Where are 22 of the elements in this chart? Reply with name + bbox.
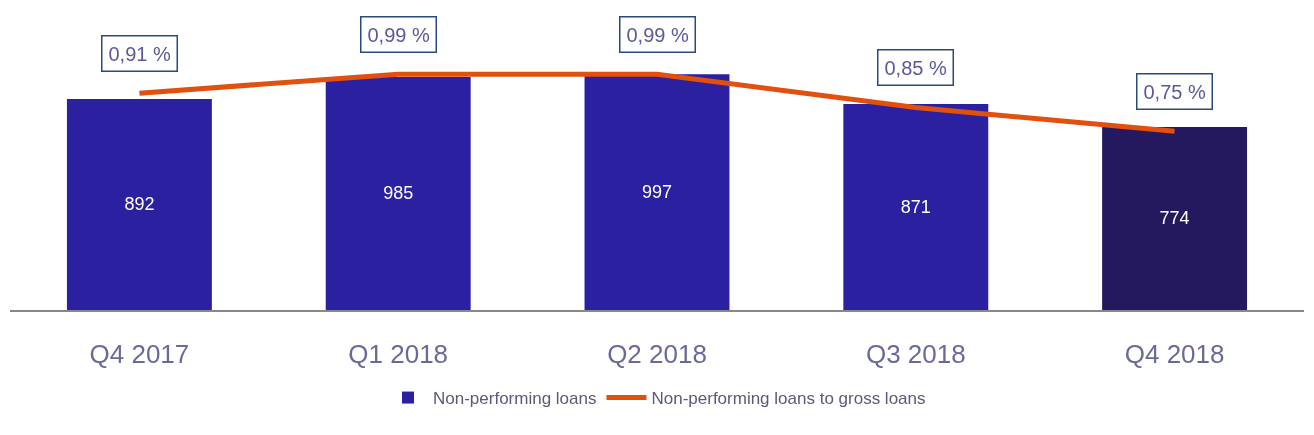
x-tick-label: Q4 2018	[1124, 338, 1225, 369]
data-label: 0,75 %	[1143, 80, 1206, 103]
bar	[325, 76, 471, 310]
data-label: 892	[124, 194, 155, 215]
data-label: 985	[383, 183, 414, 204]
bar	[1102, 126, 1248, 310]
legend-label: Non-performing loans	[433, 389, 597, 409]
x-tick-label: Q1 2018	[348, 338, 449, 369]
data-label: 0,99 %	[626, 23, 689, 46]
data-label: 997	[641, 182, 673, 203]
x-tick-label: Q3 2018	[865, 338, 966, 369]
data-label: 0,91 %	[108, 42, 171, 65]
bar	[843, 103, 989, 310]
legend-label: Non-performing loans to gross loans	[651, 389, 926, 409]
x-tick-label: Q2 2018	[607, 338, 707, 369]
x-tick-label: Q4 2017	[89, 338, 190, 369]
bar	[66, 98, 212, 310]
bar	[584, 74, 730, 310]
data-label: 774	[1159, 208, 1190, 229]
data-label: 0,85 %	[884, 56, 947, 79]
data-label: 871	[900, 196, 931, 217]
data-label: 0,99 %	[367, 23, 430, 46]
